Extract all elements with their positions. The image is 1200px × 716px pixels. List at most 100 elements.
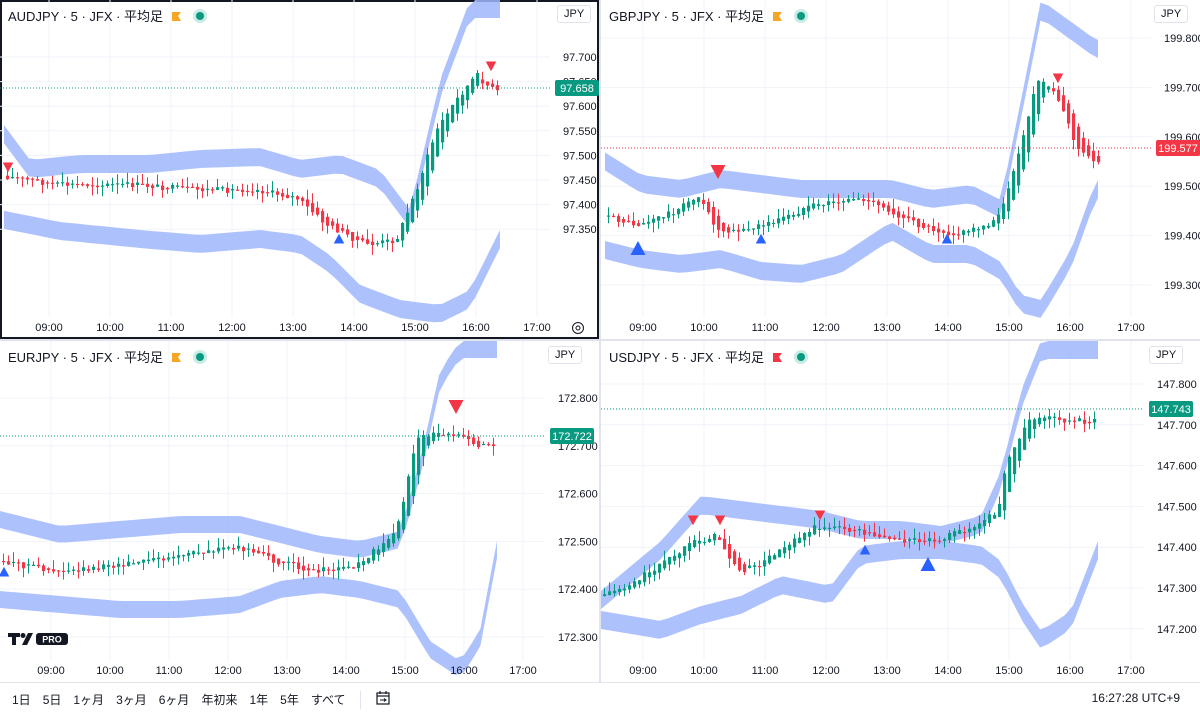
- symbol-legend[interactable]: AUDJPY · 5 · JFX · 平均足: [8, 6, 205, 25]
- candle-body: [277, 558, 281, 565]
- symbol-legend[interactable]: EURJPY · 5 · JFX · 平均足: [8, 347, 205, 366]
- candle-body: [56, 182, 60, 184]
- symbol-title[interactable]: AUDJPY · 5 · JFX · 平均足: [8, 9, 164, 24]
- time-axis: 09:00 10:00 11:00 12:00 13:00 14:00 15:00 16:00…: [629, 665, 1145, 677]
- candle-body: [192, 551, 196, 555]
- candle-body: [467, 435, 471, 440]
- market-status-dot: [797, 11, 806, 20]
- price-axis-label: 172.300: [558, 632, 598, 644]
- chart-canvas[interactable]: 147.800 147.700 147.600 147.500 147.400 147.3…: [601, 341, 1200, 682]
- range-5d-button[interactable]: 5日: [42, 693, 62, 707]
- candle-body: [748, 565, 752, 568]
- currency-selector[interactable]: JPY: [548, 346, 583, 364]
- sell-signal-marker: [687, 515, 699, 526]
- flag-icon[interactable]: [772, 10, 783, 21]
- candle-body: [131, 183, 135, 187]
- candle-body: [412, 453, 416, 497]
- candle-body: [783, 547, 787, 554]
- candle-body: [102, 564, 106, 570]
- candle-body: [202, 552, 206, 554]
- range-ytd-button[interactable]: 年初来: [201, 693, 238, 707]
- candle-body: [623, 588, 627, 591]
- calendar-range-icon[interactable]: [369, 690, 397, 709]
- candle-body: [322, 567, 326, 572]
- range-1d-button[interactable]: 1日: [12, 693, 31, 707]
- candle-body: [987, 225, 991, 228]
- chart-pane-gbpjpy[interactable]: 199.800 199.700 199.600 199.500 199.400 199.3…: [601, 0, 1200, 339]
- symbol-legend[interactable]: GBPJPY · 5 · JFX · 平均足: [609, 6, 806, 25]
- candle-body: [47, 568, 51, 570]
- symbol-title[interactable]: USDJPY · 5 · JFX · 平均足: [609, 350, 765, 365]
- range-1m-button[interactable]: 1ヶ月: [73, 693, 105, 707]
- candle-body: [802, 208, 806, 215]
- chart-canvas[interactable]: 199.800199.700199.600199.500199.400199.3…: [601, 0, 1200, 339]
- flag-icon[interactable]: [171, 10, 182, 21]
- range-6m-button[interactable]: 6ヶ月: [158, 693, 190, 707]
- candle-body: [496, 85, 500, 91]
- candle-body: [152, 558, 156, 561]
- pane-divider-vertical[interactable]: [599, 0, 601, 682]
- chart-pane-usdjpy[interactable]: 147.800 147.700 147.600 147.500 147.400 147.3…: [601, 341, 1200, 682]
- flag-icon[interactable]: [772, 351, 783, 362]
- candle-body: [988, 514, 992, 524]
- chart-pane-audjpy[interactable]: 97.70097.65097.60097.55097.50097.45097.4…: [0, 0, 599, 339]
- candle-body: [307, 568, 311, 571]
- candle-body: [897, 211, 901, 218]
- candle-body: [416, 189, 420, 211]
- last-price-tag-bg: [1156, 140, 1200, 156]
- range-3m-button[interactable]: 3ヶ月: [116, 693, 147, 707]
- time-axis-label: 17:00: [509, 665, 537, 677]
- candle-body: [261, 191, 265, 194]
- candle-body: [267, 552, 271, 556]
- settings-gear-icon[interactable]: [571, 321, 585, 335]
- candle-body: [316, 207, 320, 215]
- candle-body: [397, 521, 401, 539]
- candle-body: [948, 533, 952, 540]
- symbol-legend[interactable]: USDJPY · 5 · JFX · 平均足: [609, 347, 806, 366]
- candle-body: [486, 81, 490, 86]
- candle-body: [57, 570, 61, 572]
- time-axis-label: 10:00: [96, 665, 124, 677]
- clock-timezone[interactable]: 16:27:28 UTC+9: [1091, 691, 1180, 705]
- candle-body: [471, 78, 475, 93]
- candle-body: [882, 203, 886, 208]
- candle-body: [287, 561, 291, 563]
- range-5y-button[interactable]: 5年: [280, 693, 299, 707]
- candle-body: [242, 547, 246, 552]
- price-axis-label: 97.700: [563, 52, 597, 64]
- range-1y-button[interactable]: 1年: [249, 693, 269, 707]
- tradingview-logo-icon[interactable]: PRO: [8, 632, 70, 651]
- candle-body: [768, 555, 772, 564]
- symbol-title[interactable]: GBPJPY · 5 · JFX · 平均足: [609, 9, 765, 24]
- candle-body: [898, 538, 902, 540]
- symbol-title[interactable]: EURJPY · 5 · JFX · 平均足: [8, 350, 164, 365]
- chart-canvas[interactable]: 97.70097.65097.60097.55097.50097.45097.4…: [0, 0, 599, 339]
- candle-body: [477, 440, 481, 447]
- price-axis-label: 97.400: [563, 200, 597, 212]
- last-price-tag: 172.722: [550, 428, 594, 444]
- candle-body: [642, 223, 646, 225]
- price-axis-label: 147.800: [1157, 379, 1197, 391]
- candle-body: [1027, 116, 1031, 153]
- candle-body: [351, 232, 355, 241]
- candle-body: [187, 552, 191, 556]
- price-axis-label: 199.700: [1164, 82, 1200, 94]
- candle-body: [177, 555, 181, 558]
- candle-body: [396, 239, 400, 242]
- candle-body: [613, 590, 617, 594]
- candle-body: [466, 85, 470, 101]
- gridlines: [601, 341, 1144, 660]
- candle-body: [687, 201, 691, 208]
- candle-body: [16, 177, 20, 179]
- candle-body: [717, 215, 721, 230]
- currency-selector[interactable]: JPY: [557, 5, 592, 23]
- candle-body: [818, 528, 822, 530]
- range-all-button[interactable]: すべて: [310, 693, 346, 707]
- flag-icon[interactable]: [171, 351, 182, 362]
- currency-selector[interactable]: JPY: [1154, 5, 1189, 23]
- last-price-tag: 199.577: [1156, 140, 1200, 156]
- candle-body: [633, 581, 637, 588]
- chart-canvas[interactable]: 172.800172.700172.600172.500172.400172.3…: [0, 341, 599, 682]
- currency-selector[interactable]: JPY: [1149, 346, 1184, 364]
- chart-pane-eurjpy[interactable]: 172.800 172.700 172.600 172.500 172.400 172.3…: [0, 341, 599, 682]
